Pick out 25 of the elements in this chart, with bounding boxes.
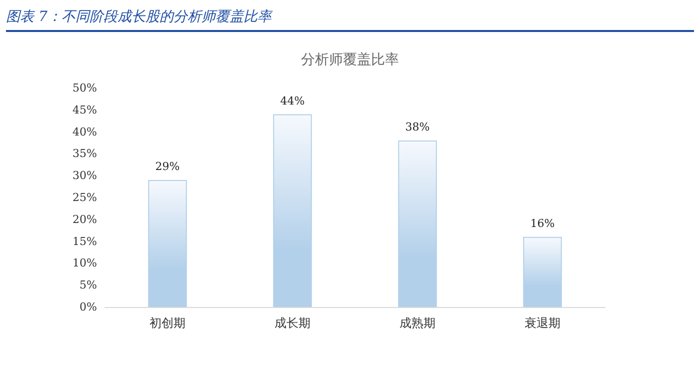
bar [523, 236, 562, 307]
x-tick-label: 衰退期 [524, 316, 560, 330]
bar [148, 180, 187, 307]
y-tick-label: 50% [72, 82, 97, 94]
y-tick-label: 15% [72, 234, 97, 248]
data-label: 29% [155, 160, 180, 173]
y-tick-label: 45% [72, 103, 97, 116]
y-tick-label: 0% [80, 300, 97, 314]
chart-subtitle: 分析师覆盖比率 [301, 52, 399, 68]
y-tick-label: 25% [72, 191, 97, 204]
y-tick-label: 40% [72, 125, 97, 138]
chart-title: 图表 7：不同阶段成长股的分析师覆盖比率 [6, 4, 694, 32]
x-tick-label: 成长期 [274, 316, 310, 330]
y-tick-label: 30% [72, 169, 97, 182]
x-tick-label: 成熟期 [400, 316, 436, 330]
y-tick-label: 5% [80, 278, 97, 292]
data-label: 38% [405, 120, 430, 134]
bar [398, 140, 437, 307]
y-tick-label: 35% [72, 147, 97, 160]
data-label: 44% [280, 94, 305, 108]
y-tick-label: 10% [72, 256, 97, 270]
data-label: 16% [530, 216, 555, 230]
y-tick-label: 20% [72, 212, 97, 226]
bar [273, 114, 312, 307]
x-tick-label: 初创期 [150, 316, 186, 330]
